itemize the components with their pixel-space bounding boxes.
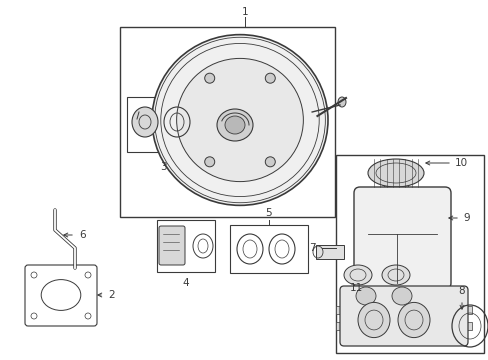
Text: 3: 3 bbox=[160, 162, 166, 172]
Ellipse shape bbox=[343, 265, 371, 285]
Ellipse shape bbox=[397, 302, 429, 338]
Text: 9: 9 bbox=[462, 213, 468, 223]
Text: 10: 10 bbox=[454, 158, 467, 168]
Ellipse shape bbox=[204, 73, 214, 83]
Text: 2: 2 bbox=[108, 290, 114, 300]
Ellipse shape bbox=[265, 73, 275, 83]
Ellipse shape bbox=[132, 107, 158, 137]
Bar bbox=[385, 183, 405, 193]
Text: 1: 1 bbox=[241, 7, 248, 17]
Ellipse shape bbox=[224, 116, 244, 134]
Text: 6: 6 bbox=[79, 230, 85, 240]
Ellipse shape bbox=[152, 35, 327, 205]
FancyBboxPatch shape bbox=[339, 286, 467, 346]
Ellipse shape bbox=[381, 265, 409, 285]
Bar bbox=[335, 322, 346, 330]
Bar bbox=[315, 245, 343, 259]
Bar bbox=[461, 306, 471, 314]
Bar bbox=[335, 306, 346, 314]
Bar bbox=[461, 322, 471, 330]
Bar bbox=[381, 279, 393, 293]
Bar bbox=[127, 97, 199, 152]
Bar bbox=[407, 279, 419, 293]
Bar bbox=[229, 225, 307, 273]
Bar bbox=[335, 155, 483, 353]
Ellipse shape bbox=[204, 157, 214, 167]
Bar bbox=[383, 183, 407, 195]
Bar bbox=[157, 220, 215, 272]
Text: 7: 7 bbox=[309, 243, 315, 253]
Ellipse shape bbox=[265, 157, 275, 167]
Text: 5: 5 bbox=[265, 208, 272, 218]
FancyBboxPatch shape bbox=[159, 226, 184, 265]
Bar bbox=[120, 27, 334, 217]
Text: 11: 11 bbox=[348, 283, 362, 293]
Text: 4: 4 bbox=[183, 278, 189, 288]
Ellipse shape bbox=[217, 109, 252, 141]
FancyBboxPatch shape bbox=[353, 187, 450, 289]
Ellipse shape bbox=[357, 302, 389, 338]
Ellipse shape bbox=[391, 287, 411, 305]
Ellipse shape bbox=[367, 159, 423, 187]
Ellipse shape bbox=[337, 97, 346, 107]
Ellipse shape bbox=[176, 58, 303, 181]
Ellipse shape bbox=[355, 287, 375, 305]
Text: 8: 8 bbox=[458, 286, 465, 296]
